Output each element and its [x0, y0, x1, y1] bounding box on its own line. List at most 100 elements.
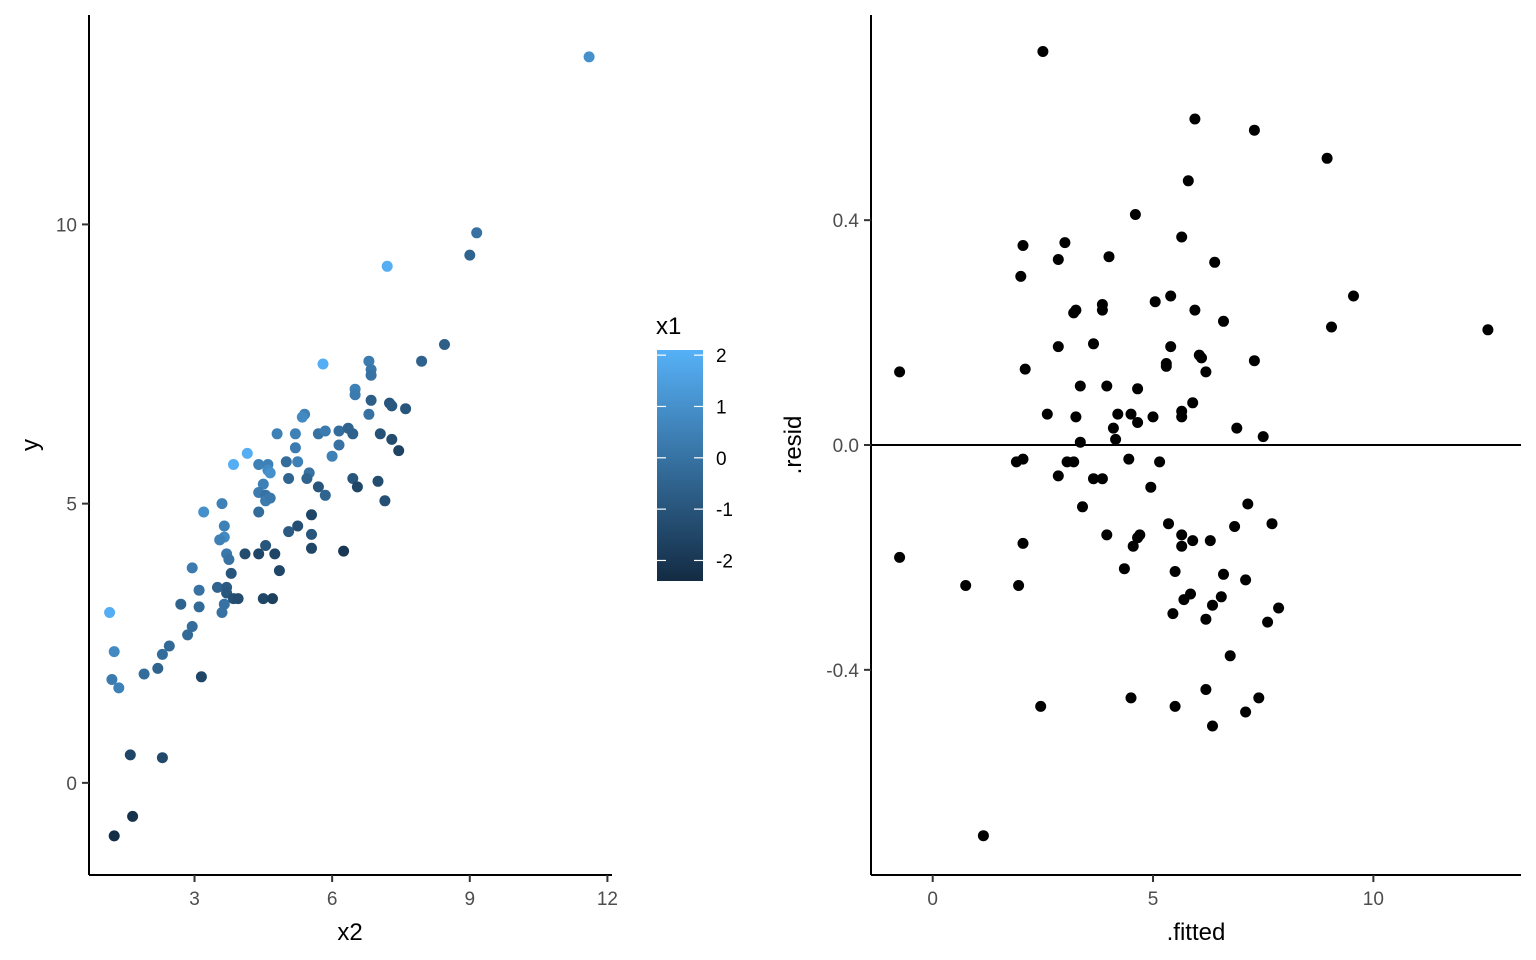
data-point	[1200, 684, 1212, 695]
data-point	[306, 528, 317, 540]
data-point	[365, 369, 377, 381]
data-point	[289, 428, 301, 440]
data-point	[253, 459, 265, 470]
data-point	[1163, 518, 1174, 530]
y-tick-label: 0.4	[833, 211, 860, 232]
data-point	[1273, 602, 1285, 614]
data-point	[1326, 321, 1337, 333]
left-x-ticks: 3 6 9 12	[189, 875, 618, 910]
legend-colorbar	[657, 350, 703, 581]
right-y-axis-title: .resid	[780, 416, 807, 475]
data-point	[1125, 408, 1137, 420]
data-point	[216, 498, 228, 510]
data-point	[1125, 692, 1137, 704]
data-point	[583, 51, 595, 63]
data-point	[1096, 304, 1108, 316]
data-point	[381, 260, 393, 272]
x-tick-label: 12	[597, 889, 618, 910]
data-point	[108, 646, 120, 658]
data-point	[1176, 540, 1188, 552]
legend-tick-label: 2	[716, 346, 727, 367]
data-point	[1052, 341, 1064, 353]
data-point	[182, 629, 194, 641]
data-point	[152, 662, 164, 674]
data-point	[464, 249, 476, 261]
data-point	[1096, 473, 1108, 485]
data-point	[1169, 700, 1181, 712]
data-point	[1248, 124, 1260, 136]
data-point	[1160, 360, 1172, 372]
data-point	[1154, 456, 1166, 468]
data-point	[212, 581, 223, 593]
y-tick-label: 5	[66, 495, 77, 516]
data-point	[1218, 315, 1229, 327]
data-point	[1242, 498, 1254, 510]
data-point	[257, 478, 269, 490]
data-point	[1149, 296, 1161, 308]
data-point	[1248, 355, 1260, 367]
y-tick-label: 10	[56, 215, 77, 236]
legend-tick-label: 1	[716, 397, 727, 418]
data-point	[292, 520, 304, 532]
data-point	[333, 425, 345, 437]
data-point	[977, 830, 989, 842]
data-point	[1182, 175, 1194, 187]
data-point	[1176, 529, 1188, 541]
data-point	[214, 534, 226, 546]
data-point	[1165, 341, 1177, 353]
right-x-axis-title: .fitted	[1167, 919, 1226, 946]
data-point	[1231, 422, 1243, 434]
legend-tick-label: 0	[716, 449, 727, 470]
data-point	[223, 554, 235, 565]
data-point	[264, 492, 276, 504]
data-point	[1013, 580, 1025, 591]
data-point	[1101, 380, 1113, 392]
data-point	[1123, 453, 1135, 465]
data-point	[283, 526, 295, 538]
data-point	[269, 548, 281, 560]
data-point	[326, 450, 338, 462]
legend-title: x1	[656, 313, 681, 340]
data-point	[1112, 408, 1124, 420]
data-point	[239, 548, 251, 560]
data-point	[1165, 290, 1177, 302]
data-point	[1167, 608, 1179, 620]
data-point	[393, 445, 405, 457]
data-point	[280, 456, 292, 468]
left-y-axis-title: y	[17, 439, 44, 451]
data-point	[1035, 700, 1047, 712]
data-point	[1262, 616, 1274, 628]
data-point	[218, 598, 230, 610]
data-point	[351, 481, 363, 493]
data-point	[289, 442, 301, 454]
data-point	[319, 489, 331, 501]
data-point	[1074, 436, 1086, 448]
data-point	[1019, 363, 1031, 375]
data-point	[253, 506, 265, 518]
data-point	[1088, 338, 1099, 350]
data-point	[228, 459, 239, 470]
data-point	[124, 749, 136, 761]
data-point	[960, 580, 972, 591]
data-point	[106, 674, 118, 685]
data-point	[1132, 383, 1144, 395]
right-points	[894, 46, 1494, 842]
y-tick-label: -0.4	[826, 661, 859, 682]
data-point	[1015, 270, 1027, 282]
data-point	[216, 607, 228, 618]
data-point	[386, 433, 398, 445]
data-point	[193, 584, 205, 596]
x-tick-label: 9	[464, 889, 475, 910]
right-x-ticks: 0 5 10	[927, 875, 1384, 910]
data-point	[175, 598, 187, 610]
legend-tick-label: -1	[716, 500, 733, 521]
data-point	[156, 752, 168, 764]
data-point	[283, 473, 295, 484]
data-point	[1017, 240, 1029, 251]
data-point	[471, 227, 483, 239]
left-y-ticks: 0 5 10	[56, 215, 89, 795]
residuals-vs-fitted: 0 5 10 -0.4 0.0 0.4 .fitted .resid	[780, 15, 1521, 946]
data-point	[1169, 566, 1181, 577]
data-point	[379, 495, 391, 507]
